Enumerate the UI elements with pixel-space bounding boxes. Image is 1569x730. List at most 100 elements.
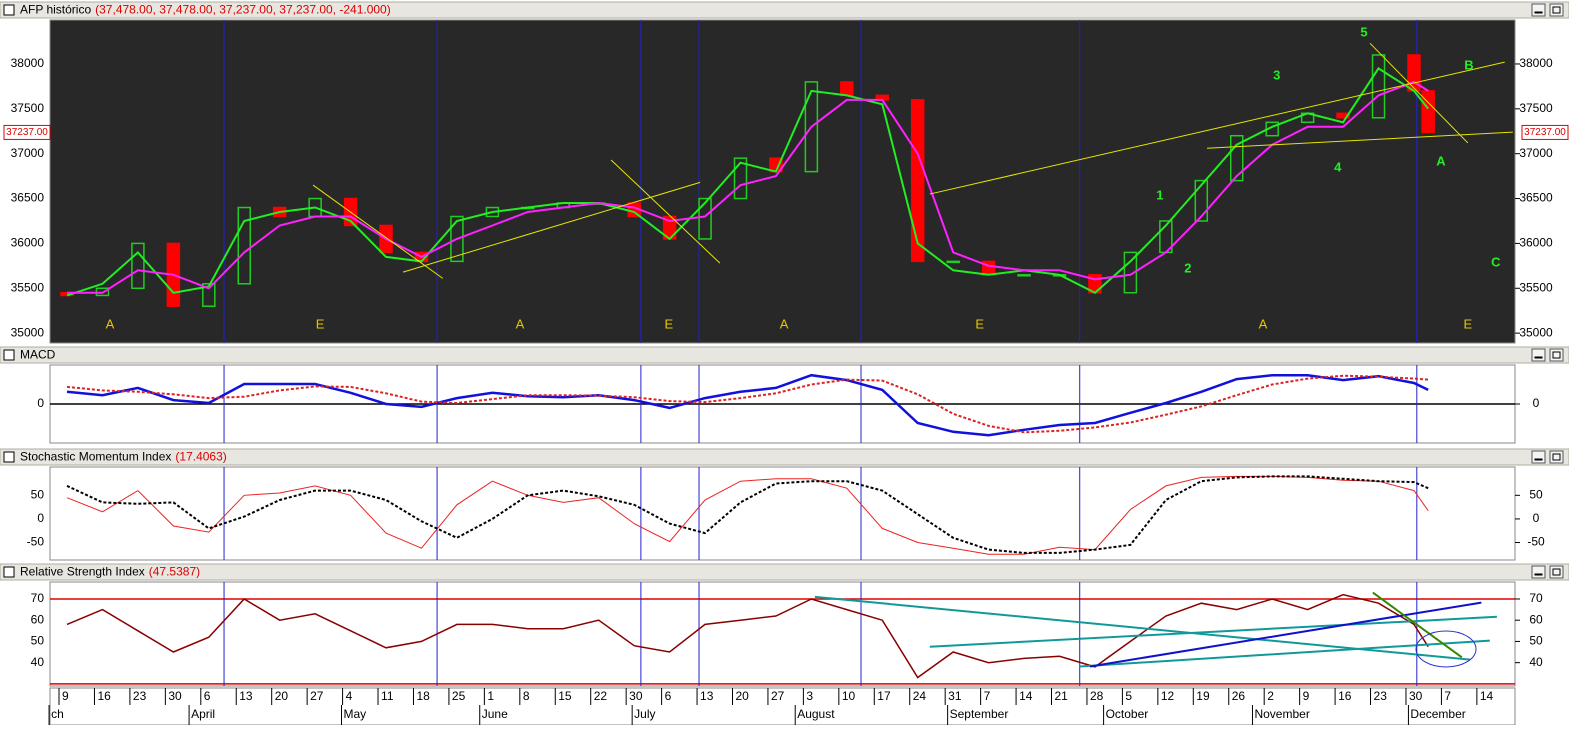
wave-label: C (1491, 255, 1501, 270)
y-tick-label: 38000 (11, 56, 45, 70)
x-tick-label: 27 (310, 689, 324, 703)
x-tick-label: 1 (487, 689, 494, 703)
x-tick-label: 18 (416, 689, 430, 703)
x-tick-label: 28 (1090, 689, 1104, 703)
x-tick-label: 27 (771, 689, 785, 703)
panel-icon (3, 4, 15, 16)
trend-line (312, 184, 444, 279)
maximize-button[interactable] (1549, 450, 1564, 464)
x-tick-label: 25 (452, 689, 466, 703)
x-tick-label: 16 (97, 689, 111, 703)
y-tick-label-right: 36500 (1519, 191, 1553, 205)
month-label: September (950, 707, 1009, 721)
title-bar (0, 563, 1569, 581)
y-tick-label: 36000 (11, 236, 45, 250)
month-label: November (1254, 707, 1309, 721)
wave-label: A (1259, 317, 1268, 332)
x-tick-label: 9 (62, 689, 69, 703)
month-label: April (191, 707, 215, 721)
x-tick-label: 6 (665, 689, 672, 703)
wave-label: A (1436, 154, 1446, 169)
wave-label: E (316, 317, 325, 332)
minimize-button[interactable] (1531, 348, 1546, 362)
button-glyph (1534, 573, 1543, 576)
y-tick-label-right: 50 (1529, 634, 1543, 648)
indicator-line (66, 374, 1429, 434)
y-tick-label-right: 38000 (1519, 56, 1553, 70)
x-tick-label: 3 (806, 689, 813, 703)
x-tick-label: 31 (948, 689, 962, 703)
date-axis (49, 687, 1516, 726)
y-tick-label-right: 40 (1529, 655, 1543, 669)
x-tick-label: 23 (1374, 689, 1388, 703)
panel-title: AFP histórico (20, 3, 91, 17)
y-tick-label-right: 50 (1529, 487, 1543, 501)
y-tick-label: 0 (37, 511, 44, 525)
month-label: August (797, 707, 835, 721)
x-tick-label: 8 (523, 689, 530, 703)
candle (840, 81, 854, 97)
plot-area (49, 581, 1516, 687)
x-tick-label: 13 (239, 689, 253, 703)
minimize-button[interactable] (1531, 565, 1546, 579)
x-tick-label: 30 (1409, 689, 1423, 703)
panel-value: (37,478.00, 37,478.00, 37,237.00, 37,237… (95, 3, 391, 17)
maximize-button[interactable] (1549, 348, 1564, 362)
x-tick-label: 5 (1125, 689, 1132, 703)
panel-title: MACD (20, 348, 56, 362)
x-tick-label: 11 (381, 689, 394, 703)
candle (131, 242, 145, 290)
candle (1123, 251, 1138, 294)
x-tick-label: 14 (1019, 689, 1033, 703)
title-bar (0, 448, 1569, 466)
indicator-line (67, 80, 1429, 294)
minimize-button[interactable] (1531, 450, 1546, 464)
panel-value: (17.4063) (175, 450, 226, 464)
y-tick-label: 37000 (11, 146, 45, 160)
last-value-label: 37237.00 (6, 127, 48, 138)
y-tick-label: 0 (37, 396, 44, 410)
wave-label: 3 (1273, 68, 1280, 83)
candle (946, 260, 960, 264)
minimize-button[interactable] (1531, 3, 1546, 17)
x-tick-label: 12 (1161, 689, 1175, 703)
trend-line (1079, 639, 1490, 668)
trend-line (1206, 131, 1513, 149)
y-tick-label: 37500 (11, 101, 45, 115)
x-tick-label: 16 (1338, 689, 1352, 703)
wave-label: A (780, 317, 789, 332)
maximize-button[interactable] (1549, 3, 1564, 17)
highlight-ellipse (1415, 630, 1477, 668)
indicator-line (66, 475, 1429, 554)
x-tick-label: 7 (984, 689, 991, 703)
wave-label: E (975, 317, 984, 332)
button-glyph (1552, 568, 1561, 576)
x-tick-label: 13 (700, 689, 714, 703)
maximize-button[interactable] (1549, 565, 1564, 579)
month-label: December (1410, 707, 1465, 721)
y-tick-label-right: 0 (1533, 511, 1540, 525)
x-tick-label: 30 (168, 689, 182, 703)
x-tick-label: 24 (913, 689, 927, 703)
x-tick-label: 20 (275, 689, 289, 703)
wave-label: A (106, 317, 115, 332)
last-value-label: 37237.00 (1524, 127, 1566, 138)
wave-label: E (1464, 317, 1473, 332)
indicator-line (66, 373, 1429, 437)
indicator-line (66, 67, 1429, 297)
y-tick-label-right: 35500 (1519, 280, 1553, 294)
candle (1421, 90, 1435, 134)
trend-line (1089, 601, 1482, 668)
wave-label: B (1464, 57, 1473, 72)
plot-area (49, 466, 1516, 561)
x-tick-label: 6 (204, 689, 211, 703)
button-glyph (1552, 351, 1561, 359)
button-glyph (1534, 356, 1543, 359)
y-tick-label-right: 35000 (1519, 325, 1553, 339)
last-value-box (1521, 124, 1569, 140)
x-tick-label: 19 (1196, 689, 1210, 703)
wave-label: 1 (1156, 188, 1163, 203)
trend-line (929, 61, 1505, 195)
